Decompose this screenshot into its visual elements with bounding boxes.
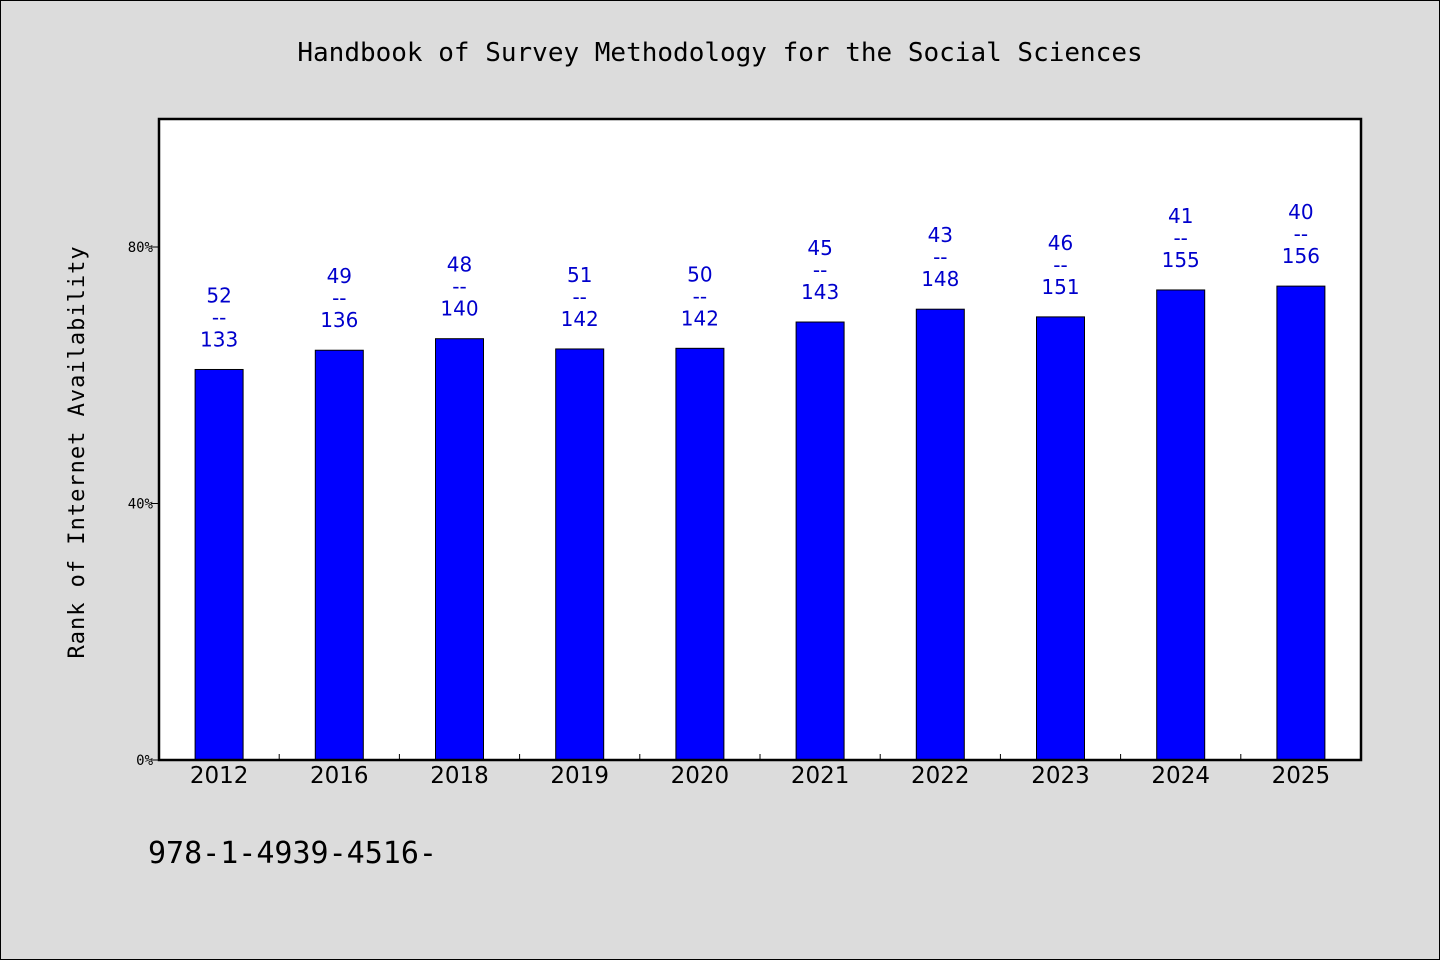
bar-2012	[194, 368, 244, 761]
data-labels-group: 52--13349--13648--14051--14250--14245--1…	[200, 200, 1320, 351]
chart-title: Handbook of Survey Methodology for the S…	[297, 38, 1142, 68]
data-label-bottom-2024: 155	[1162, 248, 1200, 272]
data-label-sep-2016: --	[332, 286, 346, 310]
data-label-top-2023: 46	[1048, 231, 1073, 255]
data-label-bottom-2012: 133	[200, 327, 238, 351]
x-tick-label-2016: 2016	[310, 763, 369, 789]
data-label-sep-2019: --	[572, 285, 586, 309]
data-label-top-2021: 45	[807, 236, 832, 260]
bar-2018	[435, 338, 484, 761]
x-tick-label-2025: 2025	[1272, 763, 1331, 789]
data-label-top-2018: 48	[447, 253, 472, 277]
bar-2024	[1156, 289, 1206, 761]
bar-2016	[314, 349, 364, 761]
bar-2023	[1036, 316, 1085, 761]
bar-2020	[675, 347, 725, 761]
bar-2022	[915, 308, 965, 761]
y-axis-label: Rank of Internet Availability	[65, 245, 90, 658]
plot-border	[157, 117, 1363, 762]
y-tick-label: 0%	[136, 753, 153, 769]
data-label-top-2012: 52	[206, 283, 231, 307]
data-label-top-2016: 49	[327, 264, 352, 288]
data-label-bottom-2022: 148	[921, 267, 959, 291]
x-tick-label-2021: 2021	[791, 763, 850, 789]
data-label-bottom-2020: 142	[681, 306, 719, 330]
data-label-top-2019: 51	[567, 263, 592, 287]
bar-2019	[555, 348, 605, 761]
bar-2021	[795, 321, 845, 761]
y-tick-label: 40%	[128, 497, 154, 513]
x-tick-label-2023: 2023	[1031, 763, 1090, 789]
data-label-sep-2018: --	[452, 275, 466, 299]
data-label-bottom-2018: 140	[440, 297, 478, 321]
y-tick-label: 80%	[128, 240, 154, 256]
x-tick-label-2020: 2020	[671, 763, 730, 789]
data-label-sep-2023: --	[1053, 253, 1067, 277]
x-tick-label-2019: 2019	[550, 763, 609, 789]
data-label-top-2024: 41	[1168, 204, 1193, 228]
data-label-bottom-2019: 142	[561, 307, 599, 331]
data-label-sep-2022: --	[933, 245, 947, 269]
bars-group	[194, 285, 1326, 761]
data-label-sep-2025: --	[1294, 222, 1308, 246]
data-label-bottom-2021: 143	[801, 280, 839, 304]
data-label-top-2020: 50	[687, 262, 712, 286]
data-label-sep-2020: --	[693, 284, 707, 308]
x-tick-label-2022: 2022	[911, 763, 970, 789]
data-label-sep-2024: --	[1173, 226, 1187, 250]
data-label-bottom-2016: 136	[320, 308, 358, 332]
bar-2025	[1276, 285, 1326, 761]
data-label-bottom-2023: 151	[1041, 275, 1079, 299]
data-label-sep-2021: --	[813, 258, 827, 282]
x-tick-label-2018: 2018	[430, 763, 489, 789]
data-label-top-2025: 40	[1288, 200, 1313, 224]
data-label-top-2022: 43	[928, 223, 953, 247]
data-label-sep-2012: --	[212, 305, 226, 329]
x-tick-label-2024: 2024	[1151, 763, 1210, 789]
axis-ticks-group: 2012 2016 2018 2019 2020 2021 2022 2023 2024 2025…	[128, 240, 1330, 789]
x-tick-label-2012: 2012	[190, 763, 249, 789]
data-label-bottom-2025: 156	[1282, 244, 1320, 268]
footer-isbn: 978-1-4939-4516-	[148, 836, 437, 871]
